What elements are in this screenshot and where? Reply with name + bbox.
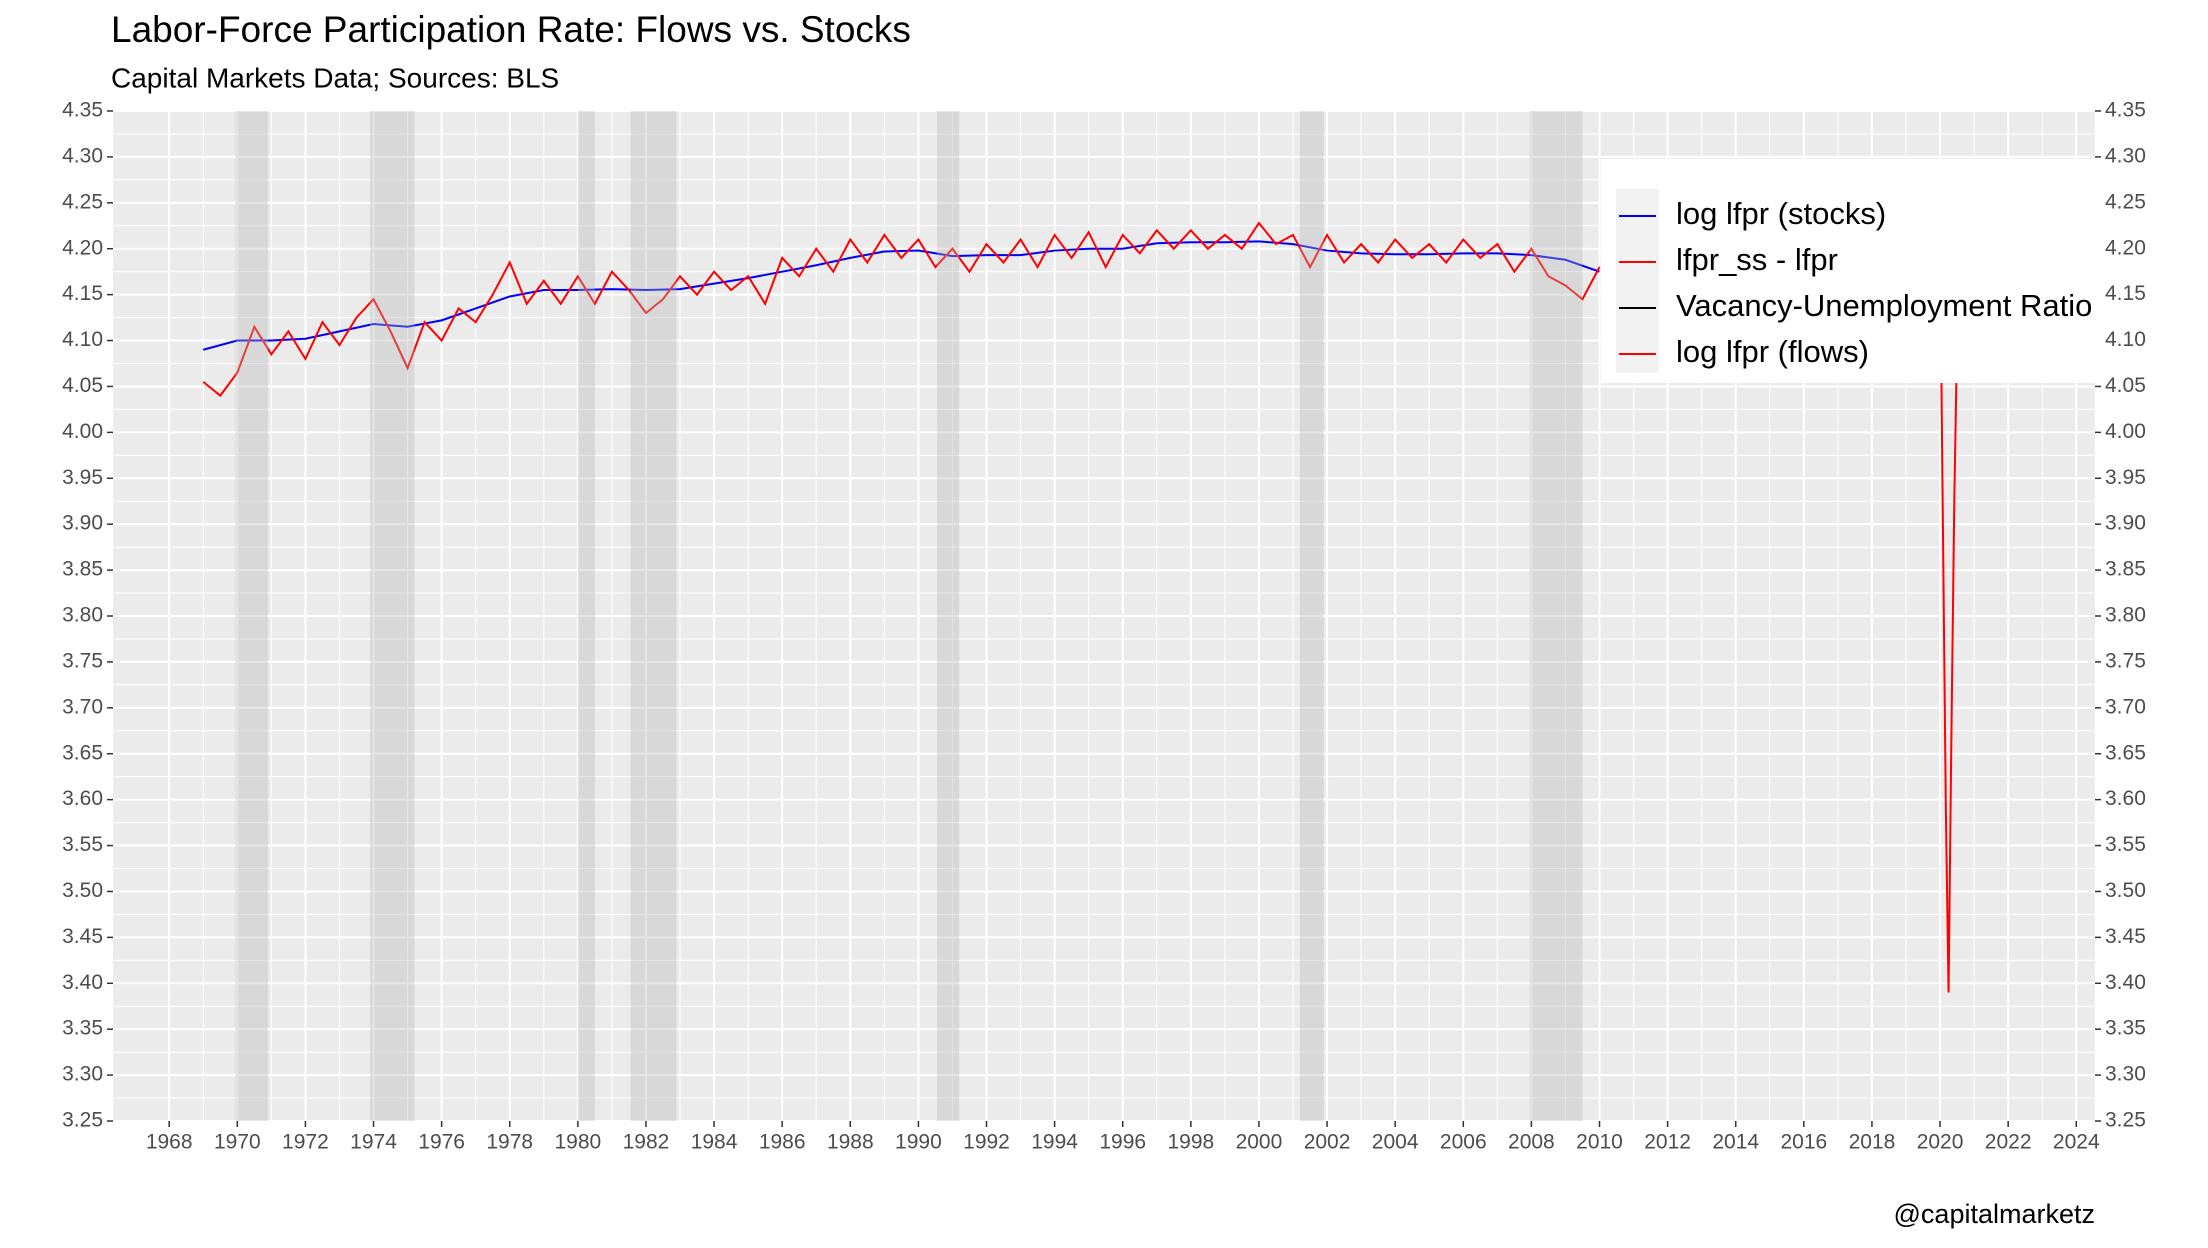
x-tick-label: 2024 — [2053, 1131, 2100, 1154]
y-tick-label: 3.80 — [62, 604, 103, 627]
x-tick-label: 2022 — [1985, 1131, 2032, 1154]
chart-subtitle: Capital Markets Data; Sources: BLS — [111, 62, 559, 93]
x-tick-label: 1996 — [1099, 1131, 1146, 1154]
y2-tick-label: 3.40 — [2105, 971, 2146, 994]
x-tick-label: 1974 — [350, 1131, 397, 1154]
x-tick-label: 2000 — [1236, 1131, 1283, 1154]
y2-tick-label: 3.80 — [2105, 604, 2146, 627]
series-line — [1939, 248, 1959, 993]
x-tick-label: 2002 — [1304, 1131, 1351, 1154]
y2-tick-label: 3.60 — [2105, 787, 2146, 810]
legend: log lfpr (stocks) lfpr_ss - lfpr Vacancy-U… — [1601, 159, 2105, 383]
y2-tick-label: 3.90 — [2105, 512, 2146, 535]
y-tick-label: 3.45 — [62, 925, 103, 948]
y-tick-label: 3.65 — [62, 741, 103, 764]
series-line — [202, 240, 1600, 351]
y-tick-label: 4.35 — [62, 99, 103, 122]
x-tick-label: 2008 — [1508, 1131, 1555, 1154]
x-tick-label: 2006 — [1440, 1131, 1487, 1154]
recession-band — [1299, 111, 1324, 1121]
x-tick-label: 1978 — [486, 1131, 533, 1154]
recession-band — [1529, 111, 1583, 1121]
y-tick-label: 4.20 — [62, 236, 103, 259]
y2-tick-label: 4.25 — [2105, 190, 2146, 213]
x-tick-label: 2020 — [1917, 1131, 1964, 1154]
x-tick-label: 1980 — [554, 1131, 601, 1154]
y-tick-label: 3.30 — [62, 1063, 103, 1086]
y-tick-label: 4.30 — [62, 144, 103, 167]
x-tick-label: 2016 — [1780, 1131, 1827, 1154]
x-tick-label: 2010 — [1576, 1131, 1623, 1154]
y2-tick-label: 3.55 — [2105, 833, 2146, 856]
x-tick-label: 1968 — [146, 1131, 193, 1154]
x-tick-label: 1984 — [691, 1131, 738, 1154]
caption: @capitalmarketz — [1894, 1199, 2095, 1229]
x-tick-label: 1982 — [623, 1131, 670, 1154]
x-tick-label: 1994 — [1031, 1131, 1078, 1154]
y-tick-label: 3.95 — [62, 466, 103, 489]
x-tick-label: 2004 — [1372, 1131, 1419, 1154]
y2-tick-label: 4.35 — [2105, 99, 2146, 122]
legend-label: lfpr_ss - lfpr — [1676, 242, 1838, 277]
y2-tick-label: 3.75 — [2105, 649, 2146, 672]
y2-tick-label: 4.30 — [2105, 144, 2146, 167]
y-tick-label: 3.40 — [62, 971, 103, 994]
y-tick-label: 3.50 — [62, 879, 103, 902]
x-tick-label: 1976 — [418, 1131, 465, 1154]
x-tick-label: 1990 — [895, 1131, 942, 1154]
legend-box — [1601, 159, 2105, 383]
y-tick-label: 4.00 — [62, 420, 103, 443]
y2-tick-label: 3.70 — [2105, 695, 2146, 718]
y-tick-label: 3.35 — [62, 1017, 103, 1040]
y2-tick-label: 4.00 — [2105, 420, 2146, 443]
y2-tick-label: 4.20 — [2105, 236, 2146, 259]
y2-tick-label: 4.15 — [2105, 282, 2146, 305]
x-tick-label: 1986 — [759, 1131, 806, 1154]
recession-band — [937, 111, 960, 1121]
y2-tick-label: 4.10 — [2105, 328, 2146, 351]
y-tick-label: 4.05 — [62, 374, 103, 397]
y-tick-label: 4.10 — [62, 328, 103, 351]
y2-tick-label: 3.85 — [2105, 558, 2146, 581]
x-tick-label: 2018 — [1849, 1131, 1896, 1154]
y-tick-label: 3.55 — [62, 833, 103, 856]
y-tick-label: 3.60 — [62, 787, 103, 810]
legend-label: Vacancy-Unemployment Ratio — [1676, 288, 2092, 323]
x-tick-label: 1998 — [1167, 1131, 1214, 1154]
y-tick-label: 3.70 — [62, 695, 103, 718]
y-tick-label: 3.25 — [62, 1109, 103, 1132]
legend-label: log lfpr (flows) — [1676, 334, 1869, 369]
x-tick-label: 1988 — [827, 1131, 874, 1154]
x-tick-label: 1992 — [963, 1131, 1010, 1154]
recession-band — [235, 111, 268, 1121]
x-tick-label: 2014 — [1712, 1131, 1759, 1154]
y-tick-label: 3.90 — [62, 512, 103, 535]
x-tick-label: 1972 — [282, 1131, 329, 1154]
recession-band — [630, 111, 677, 1121]
x-tick-label: 1970 — [214, 1131, 261, 1154]
chart-title: Labor-Force Participation Rate: Flows vs… — [111, 9, 911, 50]
y-tick-label: 4.15 — [62, 282, 103, 305]
y2-tick-label: 3.25 — [2105, 1109, 2146, 1132]
legend-key-area — [1616, 189, 1659, 373]
y2-tick-label: 4.05 — [2105, 374, 2146, 397]
series-line — [202, 221, 1601, 398]
y2-tick-label: 3.50 — [2105, 879, 2146, 902]
y2-tick-label: 3.95 — [2105, 466, 2146, 489]
legend-label: log lfpr (stocks) — [1676, 196, 1886, 231]
y2-tick-label: 3.45 — [2105, 925, 2146, 948]
x-tick-label: 2012 — [1644, 1131, 1691, 1154]
y-tick-label: 3.75 — [62, 649, 103, 672]
y-tick-label: 3.85 — [62, 558, 103, 581]
y2-tick-label: 3.30 — [2105, 1063, 2146, 1086]
y2-tick-label: 3.35 — [2105, 1017, 2146, 1040]
recession-band — [577, 111, 595, 1121]
recession-band — [370, 111, 415, 1121]
y-tick-label: 4.25 — [62, 190, 103, 213]
y2-tick-label: 3.65 — [2105, 741, 2146, 764]
